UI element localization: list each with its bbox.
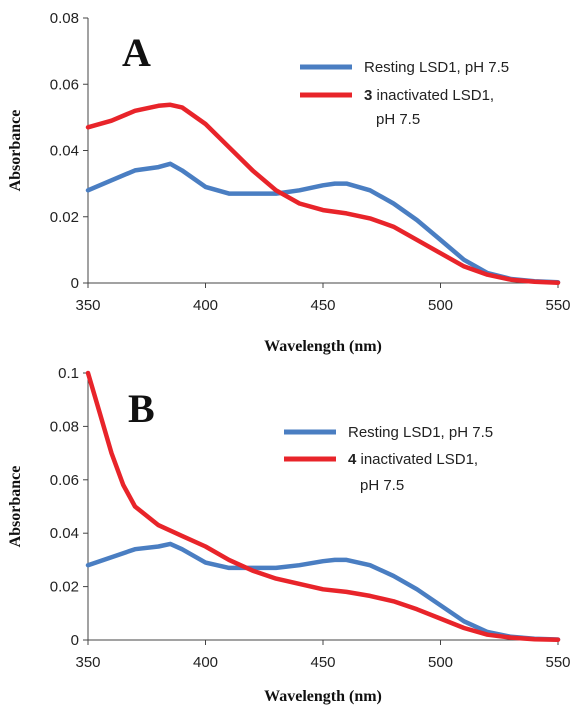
x-tick-label: 550 xyxy=(545,297,570,314)
panel-label: B xyxy=(128,386,155,431)
x-tick-label: 400 xyxy=(193,654,218,671)
y-tick-label: 0.06 xyxy=(50,76,79,93)
x-axis-title: Wavelength (nm) xyxy=(264,688,382,705)
resting-series-line xyxy=(85,161,561,285)
legend-label-inactivated: 3 inactivated LSD1, xyxy=(364,87,494,104)
panel-label: A xyxy=(122,30,151,75)
y-tick-label: 0.04 xyxy=(50,143,79,160)
x-tick-label: 350 xyxy=(75,654,100,671)
legend-label-inactivated-rest: inactivated LSD1, xyxy=(356,451,478,468)
y-axis-title: Absorbance xyxy=(7,466,24,548)
y-tick-label: 0.1 xyxy=(58,365,79,382)
x-tick-label: 350 xyxy=(75,297,100,314)
legend-label-inactivated-rest: inactivated LSD1, xyxy=(372,87,494,104)
y-tick-label: 0.08 xyxy=(50,10,79,27)
panel-a: 0 0.02 0.04 0.06 0.08 350 400 450 500 550 Waveleng… xyxy=(7,10,571,355)
y-tick-label: 0.06 xyxy=(50,472,79,489)
y-tick-label: 0.08 xyxy=(50,418,79,435)
x-tick-label: 400 xyxy=(193,297,218,314)
panel-b: 0 0.02 0.04 0.06 0.08 0.1 350 400 450 500 550 Wavel… xyxy=(7,365,571,705)
legend-label-inactivated-line2: pH 7.5 xyxy=(376,111,420,128)
legend-label-inactivated: 4 inactivated LSD1, xyxy=(348,451,478,468)
x-axis-title: Wavelength (nm) xyxy=(264,338,382,355)
y-tick-label: 0.02 xyxy=(50,209,79,226)
x-tick-label: 550 xyxy=(545,654,570,671)
y-tick-label: 0 xyxy=(71,275,79,292)
x-tick-label: 500 xyxy=(428,297,453,314)
y-tick-label: 0 xyxy=(71,632,79,649)
y-axis-title: Absorbance xyxy=(7,110,24,192)
legend-label-resting: Resting LSD1, pH 7.5 xyxy=(348,424,493,441)
x-tick-label: 450 xyxy=(310,297,335,314)
legend-compound-number: 3 xyxy=(364,87,372,104)
legend-label-resting: Resting LSD1, pH 7.5 xyxy=(364,59,509,76)
legend-compound-number: 4 xyxy=(348,451,357,468)
y-tick-label: 0.02 xyxy=(50,579,79,596)
x-tick-label: 500 xyxy=(428,654,453,671)
inactivated-series-line xyxy=(85,102,561,285)
y-tick-label: 0.04 xyxy=(50,525,79,542)
inactivated-series-line xyxy=(85,370,561,642)
x-tick-label: 450 xyxy=(310,654,335,671)
resting-series-line xyxy=(85,541,561,642)
legend-label-inactivated-line2: pH 7.5 xyxy=(360,477,404,494)
